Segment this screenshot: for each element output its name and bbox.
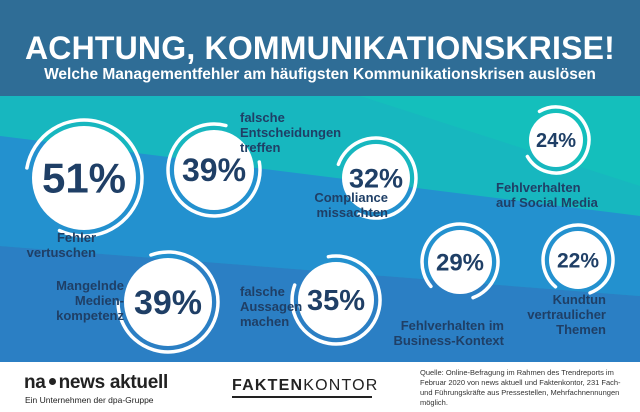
bubble-value: 51% (42, 155, 126, 202)
bubble-label: Mangelnde Medien-kompetenz (56, 278, 124, 323)
bubble-label-line: vertuschen (27, 245, 96, 260)
bubble-item: 22% Kundtun vertraulicher Themen (527, 223, 615, 337)
bubble-circle (342, 144, 410, 212)
bubble-ring (166, 122, 262, 218)
logo1-right: news aktuell (58, 372, 169, 393)
bubble-label-line: Fehlverhalten (496, 180, 581, 195)
bubble-ring (25, 118, 144, 238)
bubble-ring (541, 223, 615, 295)
logo1-subline: Ein Unternehmen der dpa-Gruppe (25, 395, 154, 405)
news-aktuell-logo: na news aktuell (24, 372, 168, 394)
faktenkontor-logo: FAKTENKONTOR (232, 377, 379, 395)
bubble-value: 24% (536, 130, 576, 152)
bubble-label-line: Themen (556, 322, 606, 337)
bubble-circle (174, 130, 254, 210)
bubble-value: 22% (557, 249, 599, 272)
bubble-value: 29% (436, 249, 484, 276)
bubble-item: 51% Fehler vertuschen (25, 118, 144, 260)
bubble-value: 39% (134, 284, 202, 322)
header-banner: ACHTUNG, KOMMUNIKATIONSKRISE! Welche Man… (0, 0, 640, 96)
bubble-label-line: Aussagen (240, 299, 302, 314)
bubble-ring (420, 222, 500, 300)
bubble-label-line: auf Social Media (496, 195, 599, 210)
bubble-label-line: falsche (240, 284, 285, 299)
source-note: Quelle: Online-Befragung im Rahmen des T… (420, 368, 621, 407)
bubble-label-line: Compliance (314, 190, 388, 205)
bubble-label-line: Entscheidungen (240, 125, 341, 140)
bubble-item: 32%Compliance missachten (314, 136, 418, 220)
bubble-label: falsche Entscheidungen treffen (240, 110, 341, 155)
footer: na news aktuell Ein Unternehmen der dpa-G… (0, 362, 640, 412)
bubble-ring (336, 136, 418, 220)
bubble-circle (529, 113, 583, 167)
bubble-label-line: Kundtun (553, 292, 606, 307)
bubble-label-line: kompetenz (56, 308, 124, 323)
bubble-label: Fehler vertuschen (27, 230, 96, 260)
bubble-item: 39%falsche Entscheidungen treffen (166, 110, 341, 218)
bubble-label-line: Fehler (57, 230, 96, 245)
bubble-label-line: falsche (240, 110, 285, 125)
bubble-label: falsche Aussagen machen (240, 284, 302, 329)
bubble-value: 35% (307, 285, 365, 317)
bubble-item: 24% Fehlverhalten auf Social Media (496, 105, 599, 210)
bubble-circle (298, 262, 374, 338)
bubble-item: 35%falsche Aussagen machen (240, 254, 382, 346)
bubble-label: Fehlverhalten im Business-Kontext (393, 318, 504, 348)
bubble-circle (549, 231, 607, 289)
bubble-label: Kundtun vertraulicher Themen (527, 292, 606, 337)
page-subtitle: Welche Managementfehler am häufigsten Ko… (44, 66, 596, 83)
bubble-label-line: machen (240, 314, 289, 329)
logo2-kontor: KONTOR (303, 377, 379, 394)
logo1-left: na (24, 372, 46, 393)
bubble-label-line: Business-Kontext (393, 333, 504, 348)
bubble-circle (428, 230, 492, 294)
logo2-fakten: FAKTEN (232, 377, 304, 394)
bubble-label-line: missachten (316, 205, 388, 220)
bubble-value: 32% (349, 163, 403, 193)
bubble-item: 29% Fehlverhalten im Business-Kontext (393, 222, 505, 348)
bubble-item: 39% Mangelnde Medien-kompetenz (56, 250, 220, 354)
bubble-label: Compliance missachten (314, 190, 388, 220)
bubble-label-line: Fehlverhalten im (401, 318, 504, 333)
bubble-label-line: vertraulicher (527, 307, 606, 322)
bubble-label-line: Medien- (75, 293, 124, 308)
logo1-dot-icon (48, 378, 56, 386)
bubble-value: 39% (182, 152, 246, 188)
bubble-ring (290, 254, 382, 346)
bubble-label: Fehlverhalten auf Social Media (496, 180, 599, 210)
bubble-label-line: Mangelnde (56, 278, 124, 293)
page-title: ACHTUNG, KOMMUNIKATIONSKRISE! (24, 30, 616, 66)
bubble-ring (525, 105, 591, 175)
bubble-ring (116, 250, 220, 354)
bubble-circle (124, 258, 212, 346)
bubble-label-line: treffen (240, 140, 281, 155)
logo2-underline (232, 396, 372, 398)
bubble-circle (32, 126, 136, 230)
